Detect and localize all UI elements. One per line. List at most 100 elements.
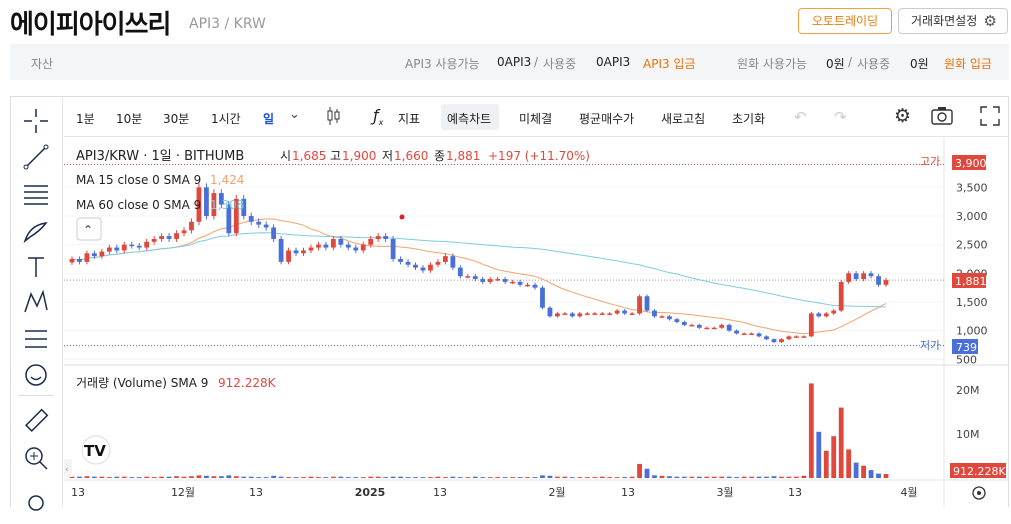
candle	[644, 296, 650, 311]
candle	[189, 221, 194, 231]
tf-day[interactable]: 일	[263, 112, 275, 126]
volume-bar	[614, 477, 620, 478]
candle	[808, 313, 814, 337]
volume-bar	[271, 475, 277, 478]
volume-bar	[517, 477, 523, 478]
price-tick-label: 1,000	[956, 325, 988, 338]
smiley-icon[interactable]	[22, 361, 50, 389]
zoom-in-icon[interactable]	[22, 444, 50, 472]
forecast-chart-button[interactable]: 예측차트	[447, 112, 492, 126]
candle	[525, 284, 530, 287]
fx-icon[interactable]: ƒx	[373, 106, 384, 128]
candle	[301, 250, 306, 254]
tf-30m[interactable]: 30분	[163, 112, 190, 126]
price-tick-label: 2,500	[956, 239, 988, 252]
candle	[801, 336, 807, 338]
camera-icon[interactable]	[931, 106, 953, 129]
candle-type-icon[interactable]	[326, 105, 342, 130]
candle	[861, 273, 866, 280]
fib-lines-icon[interactable]	[22, 180, 50, 208]
screen-settings-button[interactable]: 거래화면설정 ⚙	[898, 8, 1008, 34]
event-marker[interactable]	[399, 214, 405, 220]
fullscreen-icon[interactable]	[980, 106, 1000, 129]
candle	[480, 279, 486, 282]
crosshair-icon[interactable]	[22, 107, 50, 135]
volume-bar	[540, 475, 545, 478]
pattern-icon[interactable]	[22, 288, 50, 316]
legend-high-label: 고	[330, 149, 341, 163]
candle	[831, 310, 837, 314]
volume-bar	[681, 476, 687, 478]
volume-bar	[84, 476, 90, 478]
volume-bar	[435, 476, 441, 478]
refresh-button[interactable]: 새로고침	[661, 112, 706, 126]
chevron-down-icon[interactable]: ⌄	[289, 107, 300, 122]
time-tick-label: 13	[788, 486, 802, 499]
candle	[278, 238, 284, 262]
volume-bar	[861, 465, 866, 478]
time-tick-label: 13	[433, 486, 447, 499]
candle	[599, 313, 605, 315]
krw-deposit-link[interactable]: 원화 입금	[944, 57, 992, 71]
tf-10m[interactable]: 10분	[116, 112, 143, 126]
volume-bar	[786, 476, 792, 478]
indicator-button[interactable]: 지표	[398, 112, 421, 126]
candle	[696, 324, 702, 328]
volume-bar	[189, 476, 194, 478]
candle	[383, 236, 389, 239]
redo-icon[interactable]: ↷	[834, 108, 847, 126]
low-marker-label: 저가	[920, 339, 940, 352]
time-axis-settings[interactable]	[972, 486, 986, 500]
tradingview-logo[interactable]: TV	[81, 435, 111, 465]
ruler-icon[interactable]	[22, 407, 50, 435]
candle	[495, 279, 501, 281]
chart-toolbar: 1분 10분 30분 1시간 일 ⌄ ƒx 지표 예측차트 미체결 평균매수가 …	[64, 97, 1008, 137]
volume-bar	[876, 473, 881, 478]
unfilled-orders-button[interactable]: 미체결	[519, 112, 553, 126]
volume-bar	[428, 477, 433, 478]
candle	[704, 327, 710, 330]
volume-bar	[136, 477, 142, 478]
auto-trading-button[interactable]: 오토트레이딩	[798, 8, 892, 34]
volume-bar	[756, 476, 762, 478]
candle	[405, 261, 411, 265]
trend-line-icon[interactable]	[22, 143, 50, 171]
legend-close-label: 종	[434, 149, 445, 163]
candle	[428, 264, 433, 271]
price-chart[interactable]: 5001,0001,5002,0002,5003,0003,50010M20M …	[64, 138, 1008, 507]
volume-bar	[226, 475, 232, 478]
candle	[144, 241, 150, 248]
legend-low: 1,660	[394, 149, 428, 163]
scroll-left-button[interactable]	[64, 459, 72, 477]
text-icon[interactable]	[22, 253, 50, 281]
volume-bar	[472, 476, 478, 478]
tf-1h[interactable]: 1시간	[211, 112, 241, 126]
volume-bar	[607, 477, 613, 478]
avg-buy-price-button[interactable]: 평균매수가	[579, 112, 635, 126]
api3-deposit-link[interactable]: API3 입금	[643, 57, 696, 71]
candle	[129, 244, 135, 247]
candle	[338, 238, 344, 245]
candle	[749, 333, 754, 335]
volume-bar	[233, 476, 239, 478]
candle	[233, 198, 239, 234]
collapse-legend-button[interactable]: ⌃	[76, 217, 102, 241]
page-header: 에이피아이쓰리 API3 / KRW 오토트레이딩 거래화면설정 ⚙	[0, 0, 1011, 44]
tf-1m[interactable]: 1분	[76, 112, 95, 126]
magnet-icon[interactable]	[22, 489, 50, 517]
legend-symbol: API3/KRW · 1일 · BITHUMB	[76, 149, 244, 164]
prediction-icon[interactable]	[22, 325, 50, 353]
volume-bar	[196, 475, 202, 478]
candle	[719, 324, 725, 328]
candle	[330, 238, 336, 248]
time-tick-label: 2025	[355, 486, 386, 499]
candle	[375, 236, 381, 239]
volume-bar	[308, 476, 314, 478]
chart-container	[10, 96, 1009, 507]
reset-button[interactable]: 초기화	[732, 112, 766, 126]
candle	[622, 310, 628, 314]
brush-icon[interactable]	[22, 217, 50, 245]
volume-bar	[166, 476, 172, 478]
settings-gear-icon[interactable]: ⚙	[894, 105, 912, 127]
undo-icon[interactable]: ↶	[794, 108, 807, 126]
